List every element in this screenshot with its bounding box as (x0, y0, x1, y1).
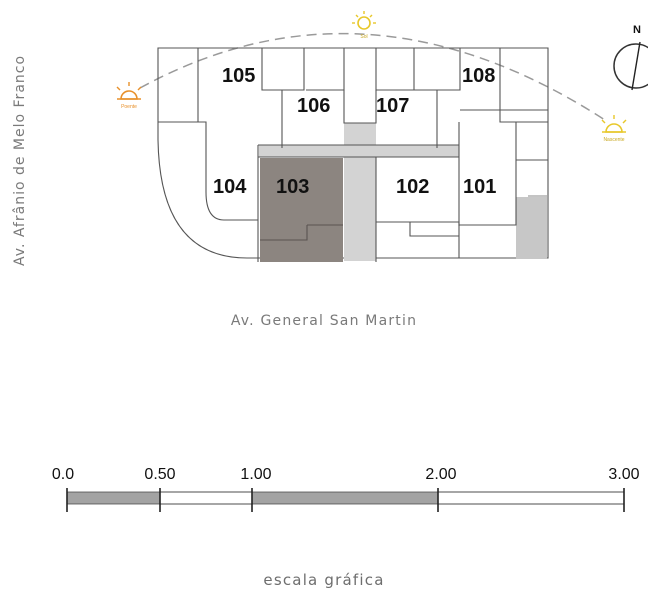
unit-label-105: 105 (222, 65, 255, 87)
unit-label-106: 106 (297, 95, 330, 117)
sun-east-label: Poente (121, 104, 137, 110)
unit-label-103: 103 (276, 176, 309, 198)
sun-noon-label: Sol (360, 34, 367, 40)
unit-label-101: 101 (463, 176, 496, 198)
street-label-bottom: Av. General San Martin (230, 313, 418, 329)
building-core (259, 123, 547, 261)
compass-north-label: N (633, 24, 641, 36)
scale-tick-100: 1.00 (240, 466, 271, 483)
sun-path-arc (139, 32, 606, 121)
scale-tick-0: 0.0 (52, 466, 74, 483)
north-compass-icon: N (613, 24, 648, 91)
scale-tick-050: 0.50 (144, 466, 175, 483)
scale-bar (66, 488, 625, 512)
sun-noon-icon: Sol (352, 11, 376, 40)
unit-103-area (260, 158, 343, 262)
unit-label-107: 107 (376, 95, 409, 117)
partition-lines (158, 48, 548, 262)
building-outline (157, 47, 549, 259)
scale-tick-300: 3.00 (608, 466, 639, 483)
sun-east-icon: Poente (116, 82, 142, 110)
unit-label-102: 102 (396, 176, 429, 198)
scale-tick-200: 2.00 (425, 466, 456, 483)
unit-label-108: 108 (462, 65, 495, 87)
scale-caption: escala gráfica (263, 571, 385, 589)
sun-west-icon: Nascente (601, 115, 627, 143)
unit-label-104: 104 (213, 176, 247, 198)
sun-west-label: Nascente (603, 137, 624, 143)
